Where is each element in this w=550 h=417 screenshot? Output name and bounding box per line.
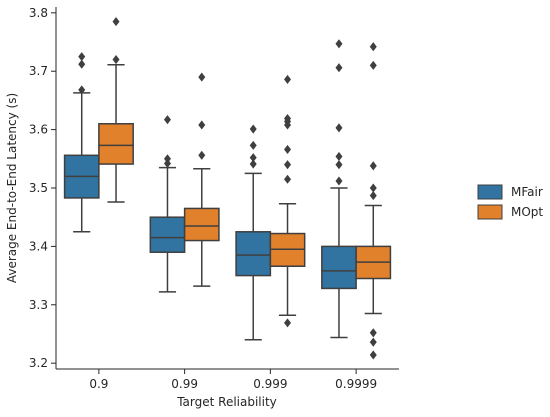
box-mfair-0 xyxy=(63,52,100,233)
outlier-point xyxy=(198,120,206,130)
legend-swatch-mopt xyxy=(477,204,503,220)
outlier-point xyxy=(284,74,292,84)
outlier-point xyxy=(369,191,377,201)
box-body xyxy=(149,216,186,253)
y-tick-label: 3.5 xyxy=(29,181,48,195)
outlier-point xyxy=(369,42,377,52)
outlier-point xyxy=(284,174,292,184)
y-tick-label: 3.7 xyxy=(29,64,48,78)
box-body xyxy=(183,207,220,242)
legend-swatch-mfair xyxy=(477,184,503,200)
box-body xyxy=(98,123,134,165)
outlier-point xyxy=(249,140,257,150)
box-body xyxy=(321,245,357,290)
y-axis-label: Average End-to-End Latency (s) xyxy=(5,93,19,283)
outlier-point xyxy=(369,328,377,338)
legend-label-mfair: MFair xyxy=(511,185,543,199)
outlier-point xyxy=(249,124,257,134)
legend: MFair MOpt xyxy=(477,184,543,220)
x-tick-label: 0.999 xyxy=(253,377,287,391)
outlier-point xyxy=(335,176,343,186)
outlier-point xyxy=(284,113,292,124)
outlier-point xyxy=(335,39,343,49)
outlier-point xyxy=(78,52,86,62)
outlier-point xyxy=(249,153,257,163)
x-axis-label: Target Reliability xyxy=(176,395,277,409)
outlier-point xyxy=(335,63,343,73)
outlier-point xyxy=(369,350,377,360)
outlier-point xyxy=(335,123,343,133)
x-tick-label: 0.9 xyxy=(89,377,108,391)
outlier-point xyxy=(198,150,206,160)
y-tick-label: 3.3 xyxy=(29,298,48,312)
outlier-point xyxy=(335,151,343,162)
x-ticks: 0.9 0.99 0.999 0.9999 xyxy=(89,369,377,391)
box-mopt-3 xyxy=(355,42,392,360)
y-tick-label: 3.2 xyxy=(29,356,48,370)
outlier-point xyxy=(163,158,171,169)
outlier-point xyxy=(163,115,171,125)
box-mopt-2 xyxy=(269,74,306,328)
outlier-point xyxy=(249,159,257,169)
box-mfair-1 xyxy=(149,115,186,293)
outlier-point xyxy=(112,17,120,27)
box-mopt-1 xyxy=(183,72,220,287)
outlier-point xyxy=(78,59,86,69)
box-mopt-0 xyxy=(98,17,134,203)
outlier-point xyxy=(369,337,377,347)
outlier-point xyxy=(112,54,120,65)
outlier-point xyxy=(284,144,292,155)
x-tick-label: 0.9999 xyxy=(335,377,377,391)
y-tick-label: 3.6 xyxy=(29,123,48,137)
y-tick-label: 3.8 xyxy=(29,6,48,20)
outlier-point xyxy=(369,161,377,171)
box-mfair-3 xyxy=(321,39,357,339)
outlier-point xyxy=(369,60,377,70)
outlier-point xyxy=(284,318,292,328)
outlier-point xyxy=(198,72,206,82)
boxes-layer xyxy=(63,17,392,360)
y-ticks: 3.2 3.3 3.4 3.5 3.6 3.7 3.8 xyxy=(29,6,56,370)
outlier-point xyxy=(284,160,292,170)
outlier-point xyxy=(163,154,171,164)
legend-label-mopt: MOpt xyxy=(511,205,543,219)
box-mfair-2 xyxy=(235,124,272,341)
outlier-point xyxy=(369,183,377,193)
x-tick-label: 0.99 xyxy=(171,377,198,391)
outlier-point xyxy=(78,85,86,95)
outlier-point xyxy=(335,160,343,170)
y-tick-label: 3.4 xyxy=(29,239,48,253)
box-body xyxy=(235,231,272,277)
